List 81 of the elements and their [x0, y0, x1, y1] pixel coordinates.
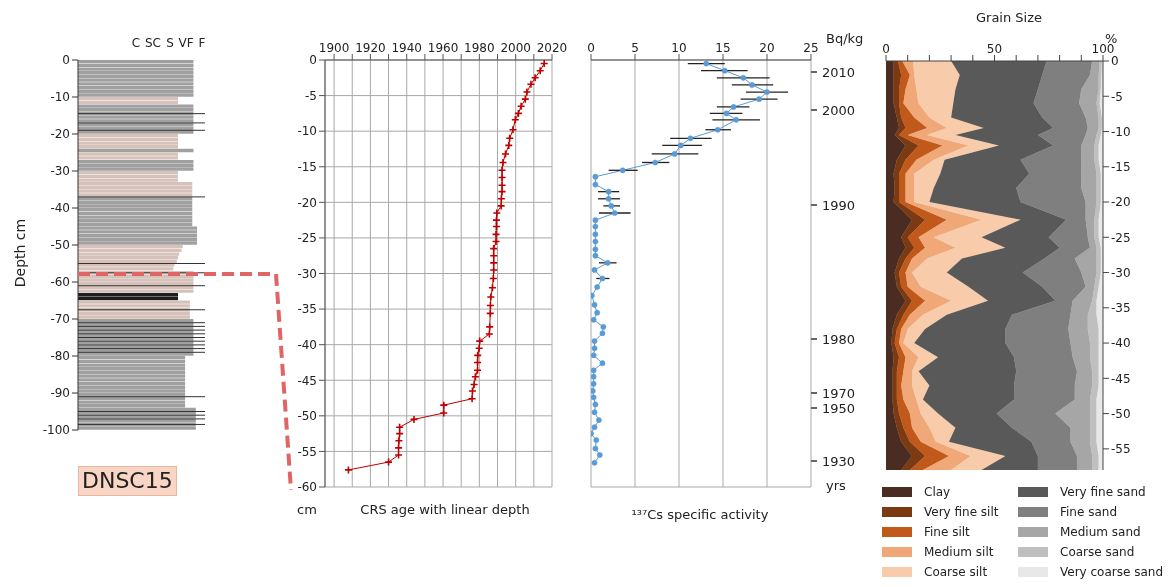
y-tick-label: -90	[50, 386, 70, 401]
y-tick-label: -40	[297, 337, 317, 352]
x-axis-title: CRS age with linear depth	[360, 502, 530, 518]
legend-label: Coarse silt	[924, 565, 988, 579]
y-tick-label: -10	[297, 124, 317, 139]
y-tick-label: -55	[1111, 442, 1131, 457]
y-axis-title: cm	[297, 502, 317, 518]
x-tick-label: 2000	[500, 41, 531, 55]
text: 1930	[822, 453, 856, 469]
legend-label: Fine silt	[924, 525, 970, 539]
y-tick-label: -25	[297, 231, 317, 246]
x-tick-label: 25	[803, 41, 819, 55]
y-tick-label: -50	[297, 409, 317, 424]
text: C	[131, 35, 141, 51]
x-tick-label: 1940	[391, 41, 422, 55]
x-tick-label: 10	[671, 41, 687, 55]
text: VF	[178, 35, 194, 51]
y-tick-label: -15	[1111, 160, 1131, 175]
x-tick-label: 0	[882, 42, 890, 56]
y-tick-label: -30	[50, 164, 70, 179]
y-tick-label: -100	[42, 423, 70, 438]
chart-title: Grain Size	[975, 10, 1043, 26]
x-tick-label: 1900	[318, 41, 350, 55]
text: S	[166, 35, 174, 51]
x-tick-label: 0	[587, 41, 595, 55]
y-tick-label: -35	[1111, 301, 1131, 316]
y-tick-label: -20	[1111, 195, 1131, 210]
legend-label: Clay	[924, 485, 951, 499]
x-tick-label: 50	[986, 42, 1003, 56]
y-tick-label: -10	[50, 90, 70, 105]
y-tick-label: 0	[309, 53, 317, 68]
legend-label: Very coarse sand	[1060, 565, 1164, 579]
x-tick-label: 15	[715, 41, 731, 55]
y-tick-label: -40	[1111, 336, 1131, 351]
x-tick-label: 1960	[427, 41, 459, 55]
text: 1970	[822, 385, 856, 401]
legend-label: Medium silt	[924, 545, 994, 559]
y-tick-label: -15	[297, 160, 317, 175]
y-tick-label: -5	[305, 88, 317, 103]
text: Bq/kg	[826, 31, 864, 47]
y-tick-label: -40	[50, 201, 70, 216]
y-tick-label: -45	[1111, 371, 1131, 386]
y-tick-label: -30	[1111, 265, 1131, 280]
y-tick-label: -45	[297, 373, 317, 388]
text: yrs	[826, 478, 846, 494]
x-axis-title: ¹³⁷Cs specific activity	[631, 507, 769, 523]
y-tick-label: -20	[50, 127, 70, 142]
y-tick-label: -60	[50, 275, 70, 290]
y-tick-label: -80	[50, 349, 70, 364]
text: 2000	[822, 102, 856, 118]
y-tick-label: -25	[1111, 230, 1131, 245]
y-tick-label: 0	[1111, 54, 1119, 69]
y-tick-label: -35	[297, 302, 317, 317]
text: 1990	[822, 197, 856, 213]
legend-label: Fine sand	[1060, 505, 1117, 519]
y-tick-label: -50	[1111, 406, 1131, 421]
y-tick-label: -5	[1111, 89, 1123, 104]
y-tick-label: -20	[297, 195, 317, 210]
y-axis-title: Depth cm	[12, 218, 28, 288]
y-tick-label: -50	[50, 238, 70, 253]
legend-label: Coarse sand	[1060, 545, 1135, 559]
y-tick-label: -70	[50, 312, 70, 327]
text: 1980	[822, 331, 856, 347]
text: 2010	[822, 64, 856, 80]
x-tick-label: 1920	[355, 41, 386, 55]
legend-label: Very fine silt	[924, 505, 999, 519]
y-tick-label: -60	[297, 480, 317, 495]
legend-label: Very fine sand	[1060, 485, 1146, 499]
y-tick-label: -30	[297, 266, 317, 281]
text: F	[198, 35, 206, 51]
x-tick-label: 20	[759, 41, 775, 55]
x-tick-label: 5	[631, 41, 639, 55]
legend-label: Medium sand	[1060, 525, 1141, 539]
x-tick-label: 1980	[464, 41, 495, 55]
y-tick-label: -10	[1111, 124, 1131, 139]
x-tick-label: 2020	[536, 41, 568, 55]
text: SC	[145, 35, 161, 51]
y-tick-label: -55	[297, 444, 317, 459]
text: 1950	[822, 400, 856, 416]
text: DNSC15	[78, 466, 177, 496]
y-tick-label: 0	[62, 53, 70, 68]
